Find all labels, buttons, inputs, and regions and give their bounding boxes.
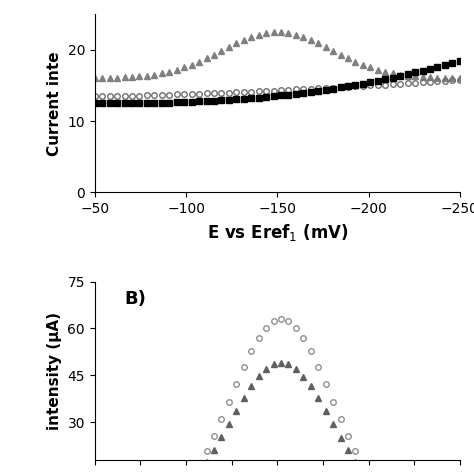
- Y-axis label: Current inte: Current inte: [47, 51, 62, 155]
- Y-axis label: intensity (μA): intensity (μA): [47, 312, 62, 429]
- Text: B): B): [124, 291, 146, 309]
- X-axis label: E vs Eref$_1$ (mV): E vs Eref$_1$ (mV): [207, 222, 348, 243]
